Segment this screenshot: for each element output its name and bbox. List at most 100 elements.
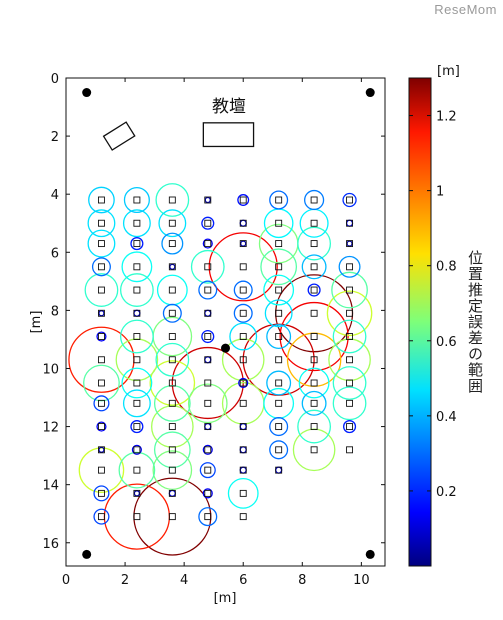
measurement-point [239,423,247,431]
measurement-point [239,333,247,340]
y-tick-label: 4 [51,188,59,203]
measurement-points-layer [82,88,375,559]
measurement-point [168,423,176,431]
error-circle [153,384,191,422]
measurement-point [168,513,176,521]
measurement-point [239,446,247,454]
measurement-point [204,489,212,497]
measurement-point [204,399,212,407]
error-circle [96,421,107,432]
error-circle [307,283,321,297]
measurement-point [346,196,354,204]
y-tick-label: 16 [42,537,59,552]
error-circle [155,183,190,217]
teacher-desk [202,122,255,148]
error-circle [298,367,330,399]
error-circle [332,386,367,421]
error-circle [156,274,188,306]
axes: 0 2 4 6 8 10 0 2 4 6 8 10 12 14 16 [42,72,385,588]
reference-dot [82,88,92,98]
reference-dot [82,549,92,559]
measurement-point [168,333,176,340]
x-tick-label: 2 [121,573,129,588]
measurement-point [239,309,247,317]
error-circle [233,280,253,300]
error-circle [345,219,354,227]
y-tick-label: 0 [51,72,59,87]
error-circle [239,466,247,474]
error-circles-layer [68,183,373,556]
reference-dot [365,88,375,98]
measurement-point [133,286,141,294]
x-tick-label: 10 [353,573,370,588]
measurement-point [204,446,212,454]
colorbar-unit: [m] [437,64,460,79]
measurement-point [239,513,247,521]
measurement-point [204,219,212,227]
error-circle [190,249,225,284]
measurement-point [97,513,105,521]
measurement-point [133,399,141,407]
error-circle [88,186,115,214]
measurement-point [168,379,176,387]
measurement-point [275,446,283,454]
measurement-point [275,399,283,407]
measurement-point [204,379,212,387]
measurement-point [239,466,247,474]
error-circle [131,444,142,455]
error-circle [338,255,361,278]
measurement-point [133,333,141,340]
error-circle [87,209,116,238]
error-circle [227,477,259,509]
error-circle [130,420,144,434]
plot-frame [65,77,386,567]
measurement-point [275,333,283,340]
measurement-point [275,356,283,364]
error-circle [299,208,329,238]
measurement-point [168,263,176,271]
measurement-point [133,379,141,387]
error-circle [161,232,184,255]
measurement-point [168,356,176,364]
measurement-point [310,286,318,294]
x-tick-label: 6 [239,573,247,588]
measurement-point [204,240,212,248]
error-circle [158,209,187,238]
measurement-point [204,333,212,340]
error-circle [201,216,215,230]
measurement-point [310,240,318,248]
error-circle [87,229,116,258]
measurement-point [168,466,176,474]
measurement-point [346,423,354,431]
error-circle [171,346,244,420]
colorbar-title: 位置推定誤差の範囲 [466,250,484,394]
error-circle [122,209,151,238]
error-circle [149,360,196,406]
error-circle [84,273,119,307]
error-circle [204,196,211,204]
error-circle [332,366,367,400]
error-circle [263,208,294,239]
measurement-point [97,379,105,387]
measurement-point [275,309,283,317]
error-circle [332,319,367,354]
error-circle [98,446,105,453]
measurement-point [97,489,105,497]
error-circle [93,485,110,502]
error-circle [301,254,327,280]
measurement-point [310,263,318,271]
measurement-point [133,263,141,271]
watermark: ReseMom [434,2,497,17]
measurement-point [346,356,354,364]
measurement-point [133,489,141,497]
measurement-point [310,446,318,454]
measurement-point [204,309,212,317]
error-circle [122,389,151,418]
error-circle [204,356,212,364]
measurement-point [310,309,318,317]
error-circle [198,280,218,300]
measurement-point [346,446,354,454]
reference-dot [221,343,230,353]
measurement-point [239,356,247,364]
y-tick-label: 8 [51,304,59,319]
